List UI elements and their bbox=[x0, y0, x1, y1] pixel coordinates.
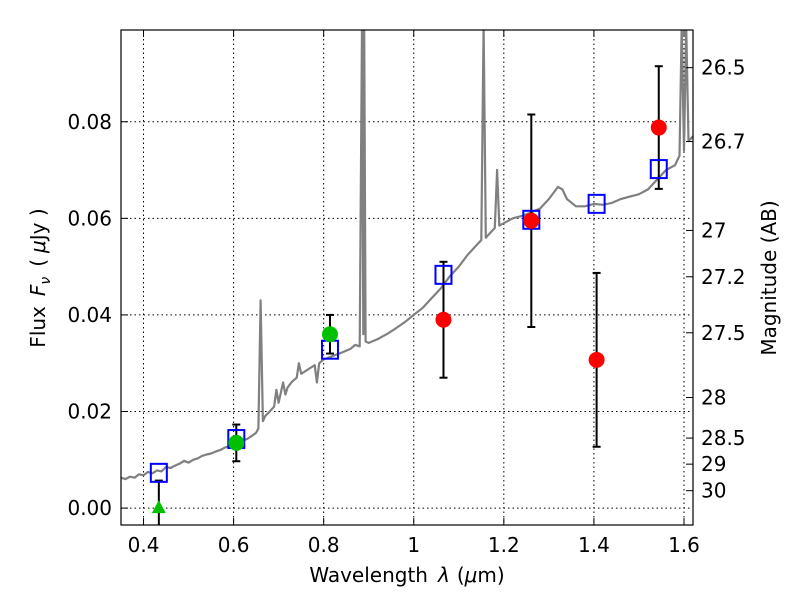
magnitude-tick-label: 30 bbox=[701, 479, 726, 503]
y-tick-label: 0.08 bbox=[67, 110, 112, 134]
plot-frame bbox=[120, 29, 694, 526]
plot-background bbox=[121, 30, 693, 525]
green-detection-point bbox=[228, 434, 245, 451]
data-marks bbox=[149, 65, 668, 525]
magnitude-tick-label: 27.2 bbox=[701, 265, 746, 289]
magnitude-tick-label: 28.5 bbox=[701, 426, 746, 450]
axis-ticks: 0.4 0.6 0.8 1 1.2 1.4 1.6 0.00 0.02 0.04 0.06 0.08 2… bbox=[67, 30, 746, 557]
magnitude-tick-label: 27.5 bbox=[701, 321, 746, 345]
upper-limit-triangle bbox=[151, 500, 166, 514]
model-photometry-square bbox=[649, 159, 668, 180]
x-tick-label: 0.6 bbox=[218, 533, 250, 557]
x-axis-title: Wavelength λ (μm) bbox=[309, 563, 504, 587]
x-tick-label: 0.4 bbox=[128, 533, 160, 557]
magnitude-tick-label: 29 bbox=[701, 452, 726, 476]
red-detection-point bbox=[435, 311, 452, 328]
y-axis-title: FluxFν(μJy ) bbox=[26, 208, 54, 347]
y-tick-label: 0.04 bbox=[67, 303, 112, 327]
model-spectrum-line bbox=[121, 30, 693, 481]
red-detection-point bbox=[588, 351, 605, 368]
red-detection-point bbox=[650, 119, 667, 136]
x-tick-label: 1.4 bbox=[578, 533, 610, 557]
magnitude-tick-label: 28 bbox=[701, 386, 726, 410]
magnitude-tick-label: 26.5 bbox=[701, 56, 746, 80]
y-tick-label: 0.06 bbox=[67, 206, 112, 230]
model-photometry-square bbox=[522, 209, 541, 230]
y-tick-label: 0.02 bbox=[67, 400, 112, 424]
model-photometry-square bbox=[149, 462, 168, 483]
x-tick-label: 1 bbox=[407, 533, 420, 557]
model-photometry-square bbox=[434, 264, 453, 285]
green-detection-point bbox=[321, 326, 338, 343]
x-tick-label: 1.6 bbox=[668, 533, 700, 557]
y-tick-label: 0.00 bbox=[67, 496, 112, 520]
x-tick-label: 0.8 bbox=[308, 533, 340, 557]
red-detection-point bbox=[523, 212, 540, 229]
magnitude-tick-label: 27 bbox=[701, 218, 726, 242]
magnitude-tick-label: 26.7 bbox=[701, 130, 746, 154]
magnitude-axis-title: Magnitude (AB) bbox=[757, 200, 781, 355]
x-tick-label: 1.2 bbox=[488, 533, 520, 557]
model-photometry-square bbox=[587, 193, 606, 214]
